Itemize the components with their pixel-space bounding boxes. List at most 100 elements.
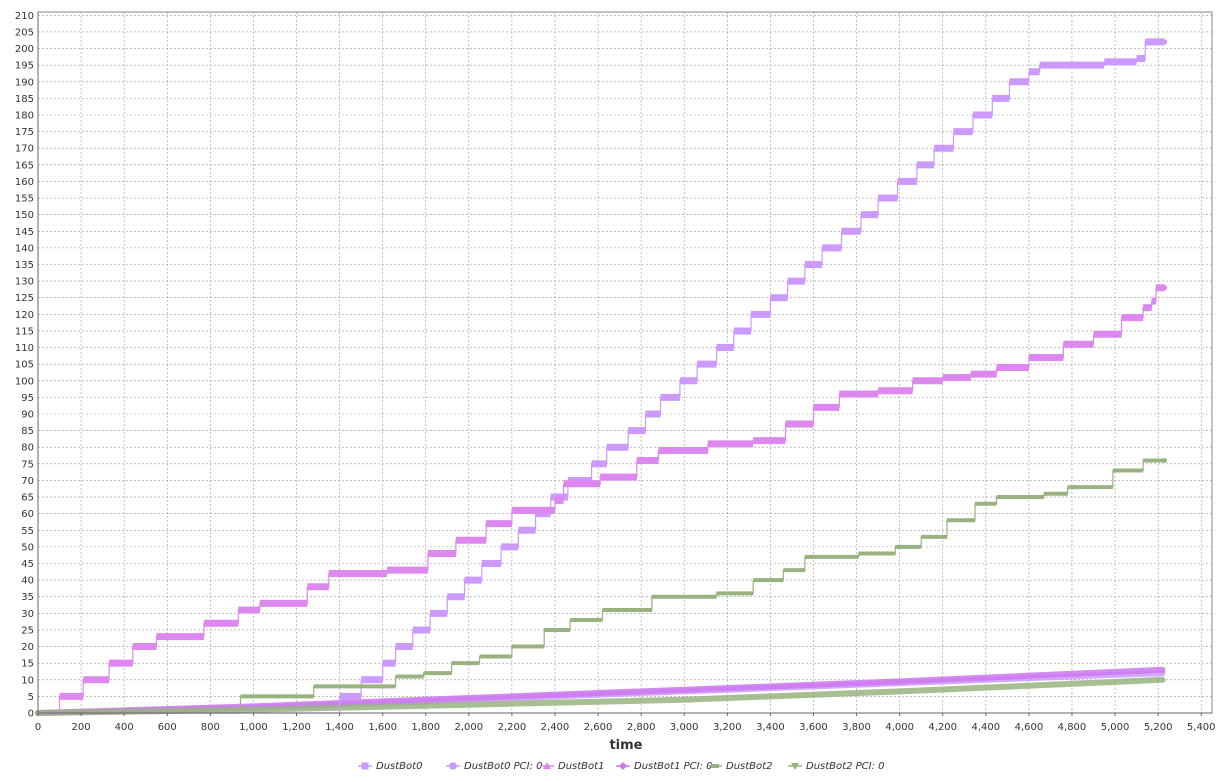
- legend-item: DustBot2: [708, 761, 772, 772]
- legend-label: DustBot0: [376, 761, 422, 772]
- y-tick-label: 125: [15, 293, 34, 304]
- y-tick-label: 135: [15, 260, 34, 271]
- legend-item: DustBot0 PCI: 0: [446, 761, 542, 772]
- y-tick-label: 150: [15, 210, 34, 221]
- y-tick-label: 205: [15, 27, 34, 38]
- legend-label: DustBot1: [558, 761, 604, 772]
- x-tick-label: 5,400: [1187, 722, 1216, 733]
- series-point: [1162, 39, 1168, 45]
- legend-marker: [619, 762, 627, 770]
- x-tick-label: 1,000: [239, 722, 268, 733]
- legend-marker: [361, 762, 369, 770]
- y-tick-label: 170: [15, 144, 34, 155]
- y-tick-label: 35: [21, 592, 34, 603]
- x-tick-label: 4,600: [1015, 722, 1044, 733]
- y-tick-label: 85: [21, 426, 34, 437]
- legend-label: DustBot1 PCI: 0: [634, 761, 712, 772]
- y-tick-label: 90: [21, 409, 34, 420]
- y-tick-label: 50: [21, 542, 34, 553]
- legend-item: DustBot1 PCI: 0: [616, 761, 712, 772]
- x-tick-label: 3,800: [842, 722, 871, 733]
- x-tick-label: 4,800: [1058, 722, 1087, 733]
- legend-marker: [791, 763, 799, 770]
- x-tick-label: 4,400: [971, 722, 1000, 733]
- y-tick-label: 185: [15, 94, 34, 105]
- y-tick-label: 10: [21, 675, 34, 686]
- y-tick-label: 175: [15, 127, 34, 138]
- x-tick-label: 2,800: [627, 722, 656, 733]
- y-tick-label: 25: [21, 625, 34, 636]
- legend-label: DustBot0 PCI: 0: [464, 761, 542, 772]
- y-tick-label: 30: [21, 609, 34, 620]
- x-tick-label: 400: [115, 722, 134, 733]
- x-tick-label: 1,600: [368, 722, 397, 733]
- x-tick-label: 4,000: [885, 722, 914, 733]
- y-tick-label: 15: [21, 659, 34, 670]
- x-tick-label: 3,600: [799, 722, 828, 733]
- y-tick-label: 120: [15, 310, 34, 321]
- legend: DustBot0 DustBot0 PCI: 0 DustBot1 DustBot1 …: [358, 761, 884, 772]
- legend-item: DustBot1: [540, 761, 604, 772]
- x-tick-label: 4,200: [928, 722, 957, 733]
- x-tick-label: 2,200: [498, 722, 527, 733]
- y-tick-label: 165: [15, 160, 34, 171]
- axes: 0 5 10 15 20 25 30 35 40 45 50 55 60 65 70 75 80 85 90 95 10…: [15, 11, 1216, 733]
- series-band-5: [35, 676, 1166, 716]
- x-tick-label: 3,200: [713, 722, 742, 733]
- y-tick-label: 145: [15, 227, 34, 238]
- y-tick-label: 140: [15, 243, 34, 254]
- legend-item: DustBot2 PCI: 0: [788, 761, 884, 772]
- series-point: [1162, 285, 1168, 291]
- x-tick-label: 3,400: [756, 722, 785, 733]
- x-tick-label: 0: [35, 722, 41, 733]
- x-tick-label: 2,400: [541, 722, 570, 733]
- y-tick-label: 115: [15, 326, 34, 337]
- x-tick-label: 5,000: [1101, 722, 1130, 733]
- y-tick-label: 95: [21, 393, 34, 404]
- y-tick-label: 105: [15, 360, 34, 371]
- y-tick-label: 210: [15, 11, 34, 22]
- y-tick-label: 60: [21, 509, 34, 520]
- y-tick-label: 110: [15, 343, 34, 354]
- y-tick-label: 195: [15, 61, 34, 72]
- y-tick-label: 80: [21, 443, 34, 454]
- y-tick-label: 100: [15, 376, 34, 387]
- x-tick-label: 3,000: [670, 722, 699, 733]
- y-tick-label: 155: [15, 194, 34, 205]
- y-tick-label: 0: [28, 709, 34, 720]
- y-tick-label: 130: [15, 277, 34, 288]
- legend-marker: [711, 764, 719, 768]
- x-tick-label: 800: [201, 722, 220, 733]
- x-tick-label: 1,400: [325, 722, 354, 733]
- y-tick-label: 160: [15, 177, 34, 188]
- y-tick-label: 200: [15, 44, 34, 55]
- y-tick-label: 5: [28, 692, 34, 703]
- y-tick-label: 45: [21, 559, 34, 570]
- series-point: [1162, 458, 1168, 464]
- y-tick-label: 55: [21, 526, 34, 537]
- y-tick-label: 40: [21, 576, 34, 587]
- x-tick-label: 2,000: [455, 722, 484, 733]
- legend-marker: [543, 762, 551, 769]
- x-tick-label: 200: [72, 722, 91, 733]
- pci-bands: [35, 666, 1166, 716]
- plot-area: [37, 11, 1213, 714]
- x-tick-label: 600: [158, 722, 177, 733]
- legend-marker: [449, 762, 457, 770]
- y-tick-label: 75: [21, 459, 34, 470]
- x-axis-title: time: [609, 738, 642, 753]
- legend-item: DustBot0: [358, 761, 422, 772]
- x-tick-label: 5,200: [1144, 722, 1173, 733]
- y-tick-label: 20: [21, 642, 34, 653]
- y-tick-label: 190: [15, 77, 34, 88]
- y-tick-label: 65: [21, 493, 34, 504]
- x-tick-label: 2,600: [584, 722, 613, 733]
- legend-label: DustBot2 PCI: 0: [806, 761, 884, 772]
- series-lines: [38, 38, 1168, 714]
- x-tick-label: 1,200: [282, 722, 311, 733]
- y-tick-label: 70: [21, 476, 34, 487]
- y-tick-label: 180: [15, 110, 34, 121]
- x-tick-label: 1,800: [411, 722, 440, 733]
- legend-label: DustBot2: [726, 761, 772, 772]
